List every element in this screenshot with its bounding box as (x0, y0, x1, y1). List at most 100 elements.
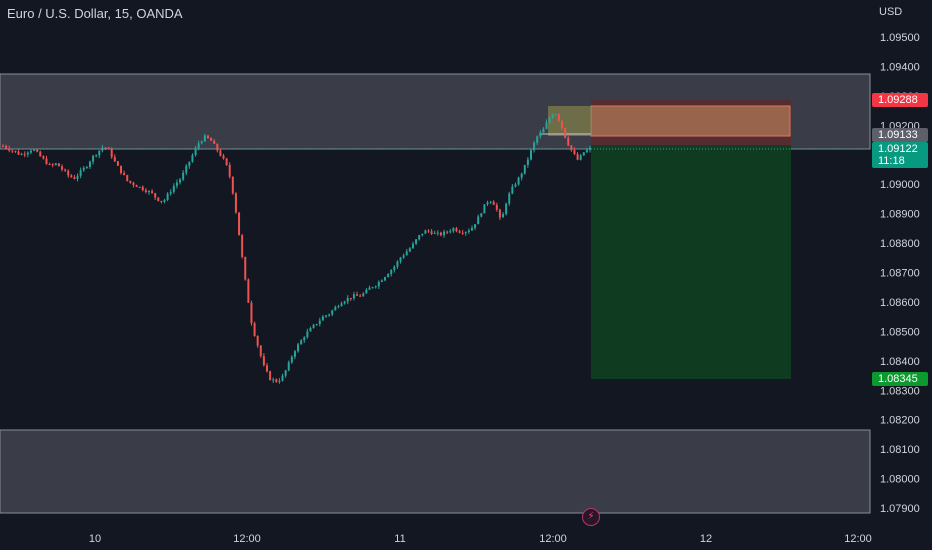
candle-body (57, 163, 60, 167)
candle-body (470, 227, 473, 231)
candle-body (175, 182, 178, 186)
candle-body (545, 122, 548, 129)
candle-body (26, 152, 29, 155)
candle-body (206, 135, 209, 139)
flash-icon[interactable]: ⚡ (582, 508, 600, 526)
candle-body (430, 231, 433, 234)
position-entry-highlight (548, 106, 591, 136)
candle-body (561, 120, 564, 128)
x-tick-label: 12:00 (233, 533, 261, 545)
lower-zone (0, 429, 871, 514)
candle-body (154, 193, 157, 198)
candle-body (467, 230, 470, 233)
candle-body (362, 293, 365, 297)
candle-body (415, 239, 418, 244)
candle-body (5, 145, 8, 149)
candle-body (489, 201, 492, 203)
candle-body (51, 164, 54, 166)
candle-body (436, 232, 439, 234)
candle-body (589, 147, 591, 150)
candle-body (585, 149, 588, 153)
candle-body (377, 281, 380, 287)
candle-body (548, 117, 551, 123)
candle-body (36, 149, 39, 152)
candle-body (390, 270, 393, 275)
candle-body (337, 306, 340, 308)
candle-body (474, 224, 477, 228)
candle-body (151, 191, 154, 194)
candle-body (256, 335, 259, 346)
candle-body (141, 186, 144, 191)
candle-body (356, 294, 359, 296)
candle-body (160, 200, 163, 202)
candle-body (477, 216, 480, 225)
candle-body (45, 158, 48, 165)
candle-body (166, 193, 169, 200)
entry-price-badge: 1.09133 (872, 128, 928, 142)
candle-body (54, 163, 57, 166)
candle-body (325, 315, 328, 317)
y-tick-label: 1.09500 (880, 32, 920, 44)
candle-body (446, 231, 449, 233)
y-tick-label: 1.08200 (880, 415, 920, 427)
candle-body (92, 155, 95, 162)
candle-body (455, 228, 458, 232)
candle-body (107, 147, 110, 150)
candle-body (514, 184, 517, 187)
candle-body (135, 185, 138, 188)
candle-body (492, 201, 495, 205)
candle-body (61, 166, 64, 170)
candle-body (73, 177, 76, 179)
candle-body (33, 149, 36, 151)
currency-label: USD (879, 6, 903, 18)
candle-body (182, 172, 185, 180)
candle-body (309, 327, 312, 332)
candle-body (297, 344, 300, 352)
symbol-title[interactable]: Euro / U.S. Dollar, 15, OANDA (7, 6, 183, 21)
candle-body (185, 165, 188, 173)
candle-body (179, 179, 182, 183)
candle-body (349, 297, 352, 299)
candle-body (172, 185, 175, 192)
candle-body (272, 379, 275, 381)
candle-body (557, 114, 560, 121)
candle-body (20, 154, 23, 156)
candle-body (67, 170, 70, 176)
candle-body (526, 159, 529, 165)
candle-body (191, 155, 194, 162)
candle-body (253, 323, 256, 336)
candle-body (17, 151, 20, 155)
y-tick-label: 1.09400 (880, 61, 920, 73)
candle-body (464, 232, 467, 234)
y-tick-label: 1.08600 (880, 297, 920, 309)
candle-body (144, 190, 147, 193)
current-price-badge: 1.09122 11:18 (872, 142, 928, 168)
candle-body (104, 147, 107, 149)
candle-body (508, 193, 511, 204)
candle-body (210, 138, 213, 141)
candle-body (387, 274, 390, 278)
candle-body (321, 316, 324, 321)
candle-body (228, 164, 231, 177)
time-axis[interactable]: 10 12:00 11 12:00 12 12:00 (89, 533, 872, 545)
candle-body (138, 186, 141, 188)
y-tick-label: 1.08500 (880, 326, 920, 338)
x-tick-label: 12:00 (539, 533, 567, 545)
candle-body (424, 230, 427, 234)
candle-body (579, 155, 582, 160)
candle-body (505, 203, 508, 215)
candle-body (275, 379, 278, 382)
candle-body (250, 302, 253, 324)
candle-body (458, 231, 461, 233)
candle-body (163, 199, 166, 202)
candle-body (396, 261, 399, 267)
position-profit-area[interactable] (591, 145, 791, 379)
candle-body (278, 380, 281, 382)
y-tick-label: 1.08400 (880, 356, 920, 368)
candle-body (520, 173, 523, 178)
candle-body (259, 345, 262, 356)
candle-body (303, 337, 306, 341)
candle-body (194, 148, 197, 156)
candle-body (306, 331, 309, 338)
